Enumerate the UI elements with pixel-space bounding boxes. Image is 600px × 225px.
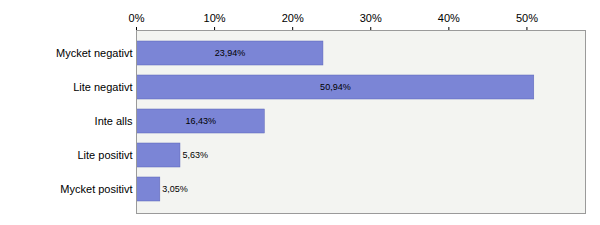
svg-text:5,63%: 5,63%: [182, 150, 208, 160]
svg-text:Inte alls: Inte alls: [95, 115, 133, 127]
svg-text:30%: 30%: [360, 12, 382, 24]
svg-text:Lite negativt: Lite negativt: [73, 81, 132, 93]
svg-text:Mycket negativt: Mycket negativt: [56, 47, 132, 59]
svg-text:20%: 20%: [282, 12, 304, 24]
svg-text:40%: 40%: [438, 12, 460, 24]
svg-text:50,94%: 50,94%: [320, 82, 351, 92]
svg-text:3,05%: 3,05%: [162, 184, 188, 194]
svg-text:0%: 0%: [129, 12, 145, 24]
svg-text:50%: 50%: [516, 12, 538, 24]
svg-text:23,94%: 23,94%: [215, 48, 246, 58]
svg-text:16,43%: 16,43%: [185, 116, 216, 126]
svg-text:Mycket positivt: Mycket positivt: [60, 183, 132, 195]
svg-text:Lite positivt: Lite positivt: [77, 149, 132, 161]
svg-text:10%: 10%: [204, 12, 226, 24]
